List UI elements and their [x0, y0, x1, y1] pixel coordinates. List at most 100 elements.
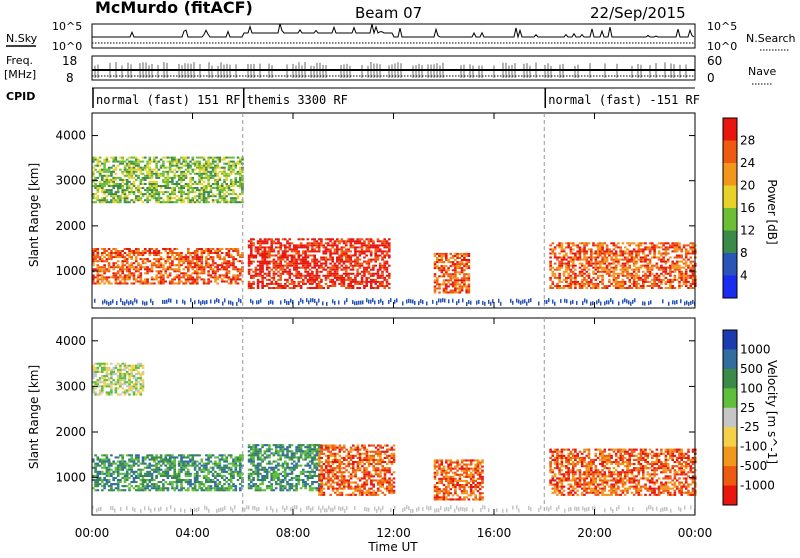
echo-cell	[232, 465, 235, 467]
echo-cell	[574, 259, 577, 261]
echo-cell	[121, 185, 124, 187]
echo-cell	[110, 191, 113, 193]
echo-cell	[119, 479, 122, 481]
echo-cell	[552, 273, 555, 275]
echo-cell	[207, 272, 210, 274]
echo-cell	[343, 246, 346, 248]
echo-cell	[617, 255, 620, 257]
echo-cell	[203, 469, 206, 471]
echo-cell	[239, 278, 242, 280]
echo-cell	[214, 179, 217, 181]
echo-cell	[250, 246, 253, 248]
echo-cell	[212, 195, 215, 197]
echo-cell	[322, 269, 325, 271]
freq-tick-top: 18	[62, 54, 77, 68]
echo-cell	[275, 273, 278, 275]
echo-cell	[110, 463, 113, 465]
echo-cell	[108, 181, 111, 183]
echo-cell	[350, 250, 353, 252]
echo-cell	[230, 248, 233, 250]
echo-cell	[660, 246, 663, 248]
echo-cell	[316, 240, 319, 242]
echo-cell	[103, 197, 106, 199]
echo-cell	[137, 268, 140, 270]
echo-cell	[140, 197, 143, 199]
echo-cell	[173, 197, 176, 199]
echo-cell	[182, 268, 185, 270]
echo-cell	[633, 279, 636, 281]
echo-cell	[201, 248, 204, 250]
echo-cell	[250, 255, 253, 257]
echo-cell	[97, 250, 100, 252]
echo-cell	[685, 273, 688, 275]
echo-cell	[275, 287, 278, 289]
echo-cell	[192, 281, 195, 283]
echo-cell	[162, 248, 165, 250]
echo-cell	[653, 246, 656, 248]
echo-cell	[331, 242, 334, 244]
echo-cell	[239, 483, 242, 485]
echo-cell	[126, 183, 129, 185]
echo-cell	[121, 465, 124, 467]
echo-cell	[196, 283, 199, 285]
echo-cell	[149, 254, 152, 256]
echo-cell	[144, 183, 147, 185]
echo-cell	[282, 267, 285, 269]
echo-cell	[638, 275, 641, 277]
echo-cell	[316, 285, 319, 287]
echo-cell	[164, 250, 167, 252]
echo-cell	[320, 240, 323, 242]
echo-cell	[599, 248, 602, 250]
echo-cell	[137, 473, 140, 475]
echo-cell	[207, 185, 210, 187]
echo-cell	[126, 197, 129, 199]
echo-cell	[196, 264, 199, 266]
echo-cell	[268, 261, 271, 263]
echo-cell	[671, 281, 674, 283]
echo-cell	[640, 285, 643, 287]
echo-cell	[565, 285, 568, 287]
echo-cell	[201, 252, 204, 254]
echo-cell	[613, 248, 616, 250]
echo-cell	[257, 269, 260, 271]
echo-cell	[182, 159, 185, 161]
echo-cell	[318, 261, 321, 263]
echo-cell	[133, 181, 136, 183]
echo-cell	[565, 281, 568, 283]
echo-cell	[586, 279, 589, 281]
nsky-label: N.Sky	[6, 32, 38, 45]
echo-cell	[604, 261, 607, 263]
nave-label: Nave	[748, 65, 776, 78]
echo-cell	[660, 265, 663, 267]
echo-cell	[121, 489, 124, 491]
echo-cell	[232, 260, 235, 262]
echo-cell	[164, 456, 167, 458]
freq-tick-bottom: 8	[66, 71, 74, 85]
echo-cell	[97, 479, 100, 481]
echo-cell	[588, 285, 591, 287]
echo-cell	[225, 177, 228, 179]
echo-cell	[565, 253, 568, 255]
echo-cell	[151, 161, 154, 163]
echo-cell	[436, 281, 439, 283]
echo-cell	[268, 253, 271, 255]
echo-cell	[610, 242, 613, 244]
echo-cell	[676, 250, 679, 252]
echo-cell	[144, 199, 147, 201]
echo-cell	[237, 274, 240, 276]
nave-tick-top: 60	[707, 54, 722, 68]
echo-cell	[561, 246, 564, 248]
echo-cell	[144, 167, 147, 169]
echo-cell	[239, 260, 242, 262]
echo-cell	[250, 473, 253, 475]
echo-cell	[232, 264, 235, 266]
echo-cell	[221, 477, 224, 479]
echo-cell	[212, 276, 215, 278]
echo-cell	[248, 271, 251, 273]
echo-cell	[552, 267, 555, 269]
ground-scatter-cell	[644, 302, 646, 306]
echo-cell	[137, 270, 140, 272]
echo-cell	[178, 199, 181, 201]
echo-cell	[101, 473, 104, 475]
echo-cell	[137, 262, 140, 264]
